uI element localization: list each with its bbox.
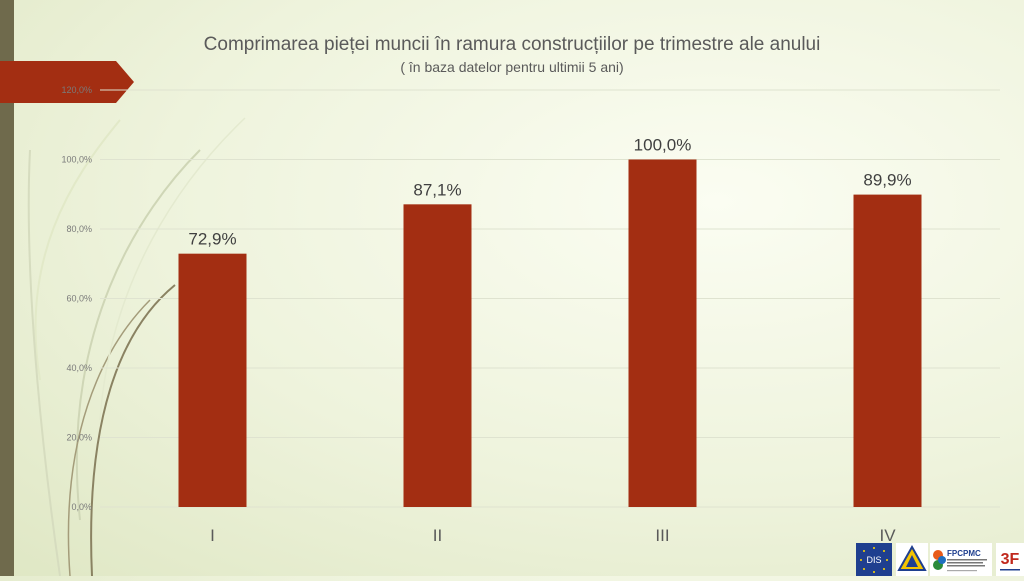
category-label: II (433, 526, 442, 545)
category-label: III (655, 526, 669, 545)
y-tick-label: 100,0% (61, 155, 92, 165)
data-label: 87,1% (413, 180, 461, 199)
bar (403, 204, 472, 507)
dis-logo-text: DIS (866, 555, 881, 565)
y-tick-label: 40,0% (66, 363, 92, 373)
three-f-logo-text: 3F (1001, 551, 1020, 568)
category-label: IV (879, 526, 896, 545)
dis-logo: DIS (856, 543, 892, 576)
three-f-logo: 3F (996, 543, 1024, 576)
data-label: 72,9% (188, 230, 236, 249)
bar (853, 194, 922, 507)
y-tick-label: 0,0% (71, 502, 92, 512)
bar (178, 253, 247, 507)
data-label: 100,0% (634, 136, 692, 155)
bar (628, 159, 697, 507)
left-accent-bar (0, 0, 14, 576)
partner-logos: DIS FPCPMC 3F (856, 543, 1024, 576)
fpcpmc-logo-text: FPCPMC (947, 549, 981, 558)
chart-subtitle: ( în baza datelor pentru ultimii 5 ani) (400, 59, 624, 75)
y-tick-label: 80,0% (66, 224, 92, 234)
y-tick-label: 120,0% (61, 85, 92, 95)
chart-title: Comprimarea pieței muncii în ramura cons… (203, 34, 821, 55)
triangle-logo (896, 543, 928, 576)
decorative-curves (27, 117, 246, 576)
y-tick-label: 60,0% (66, 294, 92, 304)
fpcpmc-logo: FPCPMC (930, 543, 992, 576)
arrow-tab-shape (0, 61, 134, 103)
y-tick-label: 20,0% (66, 433, 92, 443)
data-label: 89,9% (863, 171, 911, 190)
category-label: I (210, 526, 215, 545)
